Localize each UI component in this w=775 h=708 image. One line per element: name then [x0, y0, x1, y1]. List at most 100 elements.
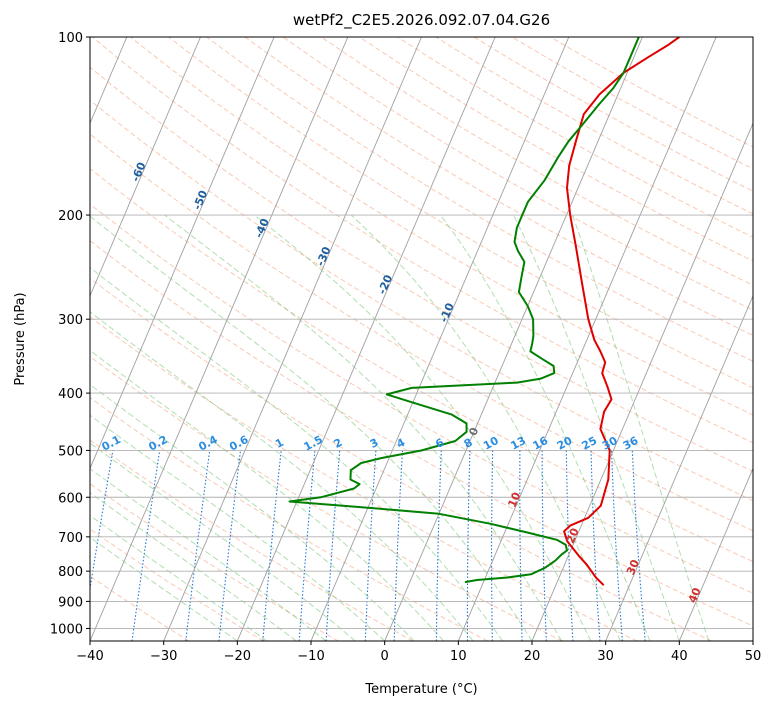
x-tick-label: 10 [450, 649, 467, 664]
dry-adiabat-line [130, 37, 753, 416]
x-tick-label: 30 [597, 649, 614, 664]
isotherm-line [531, 122, 753, 641]
isotherm-line [90, 37, 349, 641]
y-tick-label: 100 [58, 31, 83, 46]
mixing-ratio-line [131, 450, 161, 641]
dry-adiabat-line [90, 99, 753, 502]
mixing-ratio-line [590, 450, 601, 641]
mixing-ratio-line [491, 450, 494, 641]
moist-adiabat-line [90, 215, 533, 641]
isotherms [90, 37, 753, 641]
dry-adiabat-line [90, 133, 753, 532]
dry-adiabat-line [90, 168, 753, 563]
x-tick-label: 50 [745, 649, 762, 664]
mixing-ratio-line [631, 450, 646, 641]
profile-series [288, 37, 680, 586]
isotherm-line [310, 37, 570, 641]
y-tick-label: 1000 [50, 622, 83, 637]
y-tick-label: 900 [58, 595, 83, 610]
mixing-ratio-label: 30 [600, 434, 620, 453]
moist-adiabat-line [350, 214, 621, 641]
mixing-ratio-line [541, 450, 547, 641]
y-tick-label: 600 [58, 491, 83, 506]
mixing-ratio-line [90, 450, 114, 593]
x-tick-label: −10 [297, 649, 324, 664]
moist-adiabat-line [90, 442, 356, 641]
x-axis-ticks: −40 −30 −20 −10 0 10 20 30 40 50 [76, 641, 761, 664]
isotherm-label: 20 [564, 526, 582, 546]
mixing-ratio-lines [90, 450, 646, 641]
isotherm-line [384, 37, 643, 641]
y-tick-label: 500 [58, 444, 83, 459]
moist-adiabats [90, 214, 710, 641]
mixing-ratio-label: 10 [481, 434, 501, 453]
background-line-labels: -100-90-80-70-60-50-40-30-20-10010203040… [100, 160, 704, 605]
mixing-ratio-line [393, 450, 404, 641]
dry-adiabat-line [90, 240, 753, 627]
mixing-ratio-line [610, 450, 623, 641]
moist-adiabat-line [90, 414, 386, 641]
y-tick-label: 700 [58, 531, 83, 546]
isotherm-line [163, 37, 422, 641]
dry-adiabat-line [90, 316, 638, 641]
mixing-ratio-line [435, 450, 442, 641]
isotherm-line [90, 37, 275, 470]
moist-adiabat-line [90, 349, 444, 641]
isotherm-line [678, 467, 753, 641]
mixing-ratio-line [185, 450, 211, 641]
x-tick-label: −40 [76, 649, 103, 664]
mixing-ratio-line [364, 450, 377, 641]
mixing-ratio-label: 16 [531, 434, 551, 453]
x-axis-label: Temperature (°C) [364, 682, 477, 697]
moist-adiabat-line [440, 214, 651, 641]
dry-adiabat-line [90, 397, 488, 641]
moist-adiabat-line [164, 214, 562, 641]
y-tick-label: 800 [58, 565, 83, 580]
isotherm-line [605, 294, 753, 641]
moist-adiabat-line [90, 536, 238, 641]
dry-adiabats [90, 37, 753, 641]
mixing-ratio-label: 20 [555, 434, 575, 453]
dry-adiabat-line [168, 37, 753, 389]
mixing-ratio-line [565, 450, 574, 641]
mixing-ratio-line [466, 450, 471, 641]
moist-adiabat-line [90, 311, 474, 641]
plot-area: -100-90-80-70-60-50-40-30-20-10010203040… [90, 37, 753, 641]
isotherm-label: 10 [505, 490, 523, 510]
y-axis-label: Pressure (hPa) [13, 292, 28, 385]
isotherm-line [457, 37, 717, 641]
chart-title: wetPf2_C2E5.2026.092.07.04.G26 [293, 11, 550, 30]
mixing-ratio-label: 13 [508, 434, 528, 453]
moist-adiabat-line [90, 468, 327, 641]
isotherm-label: 40 [686, 585, 704, 605]
x-tick-label: 40 [671, 649, 688, 664]
dry-adiabat-line [90, 356, 563, 641]
y-axis-ticks: 100 200 300 400 500 600 700 800 900 1000 [50, 31, 90, 637]
x-tick-label: −30 [150, 649, 177, 664]
moist-adiabat-line [513, 214, 680, 641]
y-tick-label: 200 [58, 209, 83, 224]
moist-adiabat-line [253, 214, 592, 641]
mixing-ratio-line [519, 450, 523, 641]
dry-adiabat-line [206, 37, 753, 362]
mixing-ratio-line [325, 450, 341, 641]
mixing-ratio-label: 36 [621, 434, 641, 453]
x-tick-label: 20 [524, 649, 541, 664]
plot-frame [89, 36, 754, 642]
x-tick-label: 0 [381, 649, 389, 664]
x-tick-label: −20 [224, 649, 251, 664]
mixing-ratio-line [218, 450, 242, 641]
isotherm-line [236, 37, 496, 641]
dry-adiabat-line [90, 528, 264, 641]
isotherm-label: 30 [624, 557, 642, 577]
moist-adiabat-line [90, 492, 297, 641]
moist-adiabat-line [572, 214, 710, 641]
dry-adiabat-line [90, 66, 753, 472]
moist-adiabat-line [90, 514, 268, 641]
isotherm-line [90, 37, 201, 298]
dry-adiabat-line [90, 203, 753, 594]
mixing-ratio-label: 25 [580, 434, 600, 453]
dewpoint-profile-line [288, 37, 640, 584]
